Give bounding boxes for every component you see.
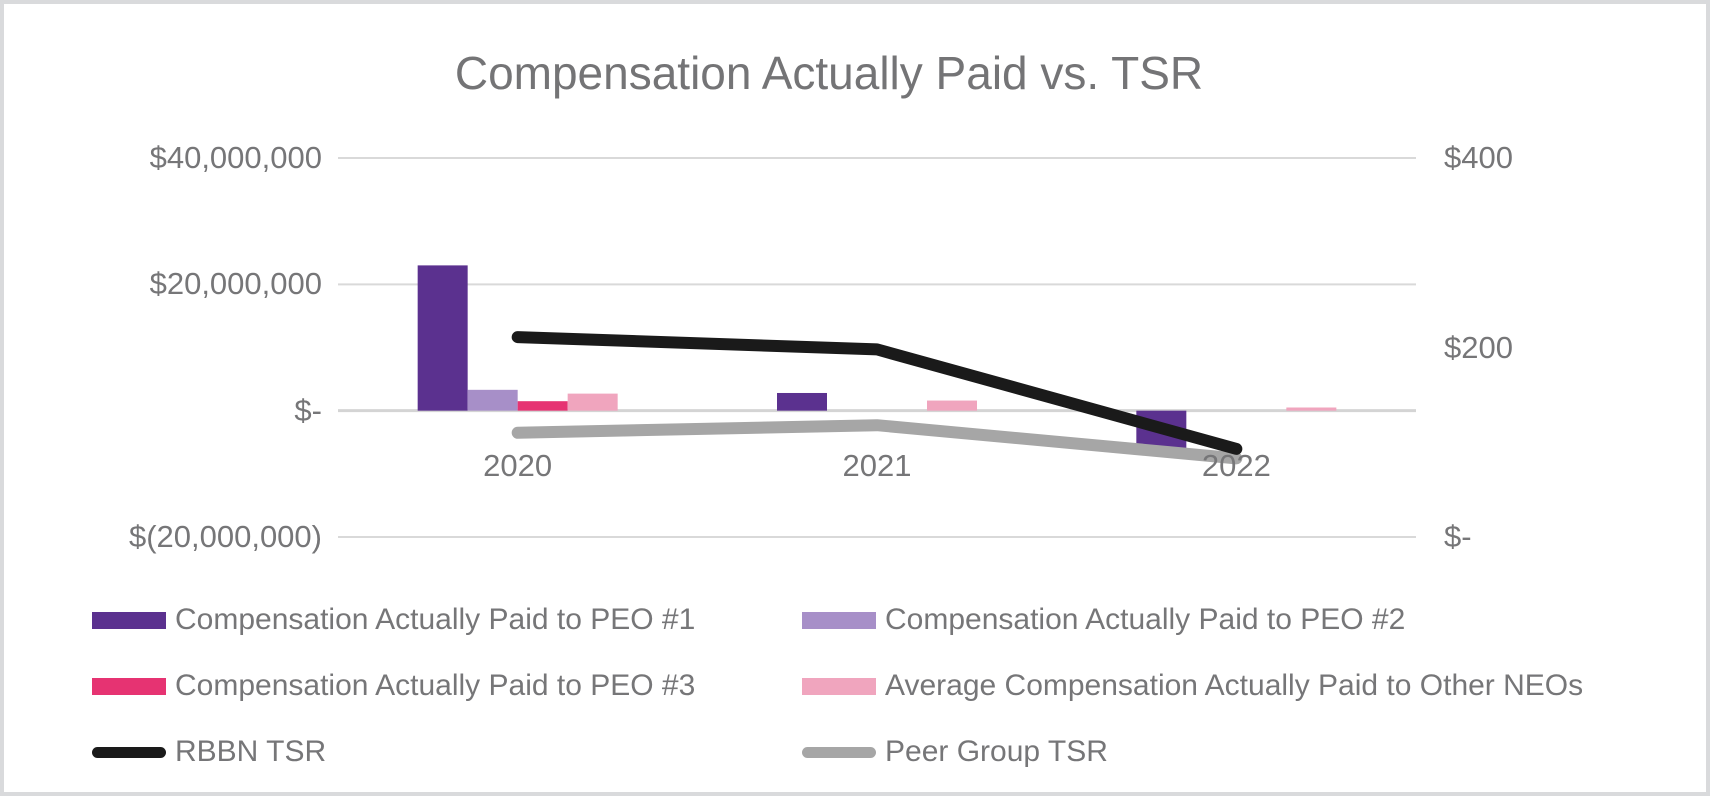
plot-area: [338, 157, 1416, 538]
y-tick-left: $-: [294, 392, 322, 428]
legend-label-rbbn-tsr: RBBN TSR: [175, 735, 327, 768]
y-tick-left: $40,000,000: [149, 140, 322, 175]
bar-neos-2021: [927, 400, 977, 411]
line-rbbn: [511, 331, 1243, 455]
legend-item-neos: Average Compensation Actually Paid to Ot…: [802, 669, 1583, 703]
legend-item-peo2: Compensation Actually Paid to PEO #2: [802, 603, 1405, 637]
y-tick-left: $20,000,000: [149, 266, 322, 302]
legend-swatch-peo1: [92, 611, 166, 629]
bar-neos-2022: [1286, 407, 1337, 411]
y-tick-right: $200: [1444, 329, 1513, 365]
legend-label-neos: Average Compensation Actually Paid to Ot…: [885, 669, 1584, 702]
bar-peo1-2021: [777, 392, 827, 411]
y-tick-left: $(20,000,000): [128, 519, 322, 554]
legend-swatch-peer-group-tsr: [802, 746, 876, 758]
legend-label-peo2: Compensation Actually Paid to PEO #2: [885, 603, 1406, 636]
legend-item-peer-group-tsr: Peer Group TSR: [802, 735, 1108, 769]
bar-peo1-2020: [417, 265, 468, 411]
legend-swatch-rbbn-tsr: [92, 746, 166, 758]
chart-title: Compensation Actually Paid vs. TSR: [454, 47, 1204, 99]
legend-label-peo1: Compensation Actually Paid to PEO #1: [175, 603, 696, 636]
legend-label-peer-group-tsr: Peer Group TSR: [885, 735, 1108, 768]
x-tick-label: 2021: [842, 448, 912, 483]
y-tick-right: $400: [1444, 140, 1513, 175]
line-peer: [511, 419, 1243, 465]
bar-peo3-2020: [517, 401, 568, 411]
y-tick-right: $-: [1444, 519, 1472, 554]
legend-item-peo1: Compensation Actually Paid to PEO #1: [92, 603, 695, 637]
x-tick-label: 2020: [483, 448, 553, 483]
legend-swatch-neos: [802, 677, 876, 695]
bar-neos-2020: [567, 393, 618, 411]
legend-swatch-peo3: [92, 677, 166, 695]
legend-swatch-peo2: [802, 611, 876, 629]
legend-item-rbbn-tsr: RBBN TSR: [92, 735, 326, 769]
legend-label-peo3: Compensation Actually Paid to PEO #3: [175, 669, 696, 702]
bar-peo2-2020: [467, 389, 518, 411]
x-tick-label: 2022: [1201, 448, 1271, 483]
legend-item-peo3: Compensation Actually Paid to PEO #3: [92, 669, 695, 703]
